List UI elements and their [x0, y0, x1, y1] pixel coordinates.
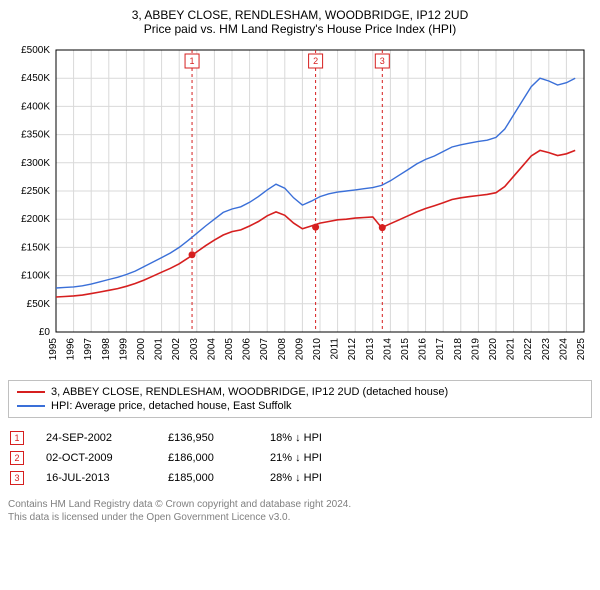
svg-text:3: 3 [380, 56, 385, 66]
sale-diff: 21% ↓ HPI [270, 452, 360, 464]
svg-text:2: 2 [313, 56, 318, 66]
svg-text:2014: 2014 [382, 338, 393, 361]
sale-date: 02-OCT-2009 [46, 452, 146, 464]
svg-text:2011: 2011 [330, 338, 341, 360]
svg-text:1999: 1999 [118, 338, 129, 361]
chart-svg: £0 £50K £100K £150K £200K £250K £300K £350K £400… [8, 42, 592, 372]
sale-date: 16-JUL-2013 [46, 472, 146, 484]
svg-text:2013: 2013 [365, 338, 376, 361]
sale-marker: 3 [10, 471, 24, 485]
svg-text:£200K: £200K [21, 214, 50, 225]
svg-text:1: 1 [190, 56, 195, 66]
svg-text:2001: 2001 [154, 338, 165, 361]
footer-line-2: This data is licensed under the Open Gov… [8, 511, 592, 524]
svg-text:£0: £0 [39, 327, 51, 338]
svg-text:£400K: £400K [21, 101, 50, 112]
sale-diff: 28% ↓ HPI [270, 472, 360, 484]
legend-row: HPI: Average price, detached house, East… [17, 399, 583, 413]
svg-text:£350K: £350K [21, 130, 50, 141]
sale-diff: 18% ↓ HPI [270, 432, 360, 444]
svg-text:2004: 2004 [206, 338, 217, 361]
svg-text:2000: 2000 [136, 338, 147, 361]
footer: Contains HM Land Registry data © Crown c… [8, 498, 592, 524]
svg-text:2025: 2025 [576, 338, 587, 361]
svg-text:2020: 2020 [488, 338, 499, 361]
svg-text:1998: 1998 [101, 338, 112, 361]
legend-swatch [17, 391, 45, 393]
sale-date: 24-SEP-2002 [46, 432, 146, 444]
sale-row: 1 24-SEP-2002 £136,950 18% ↓ HPI [8, 428, 592, 448]
svg-text:1996: 1996 [66, 338, 77, 361]
svg-text:2023: 2023 [541, 338, 552, 361]
svg-text:£500K: £500K [21, 45, 50, 56]
svg-text:2006: 2006 [242, 338, 253, 361]
legend-label: 3, ABBEY CLOSE, RENDLESHAM, WOODBRIDGE, … [51, 386, 448, 398]
svg-text:2007: 2007 [259, 338, 270, 361]
svg-text:£450K: £450K [21, 73, 50, 84]
sale-price: £185,000 [168, 472, 248, 484]
svg-text:£150K: £150K [21, 242, 50, 253]
title-line-2: Price paid vs. HM Land Registry's House … [8, 22, 592, 36]
svg-text:£100K: £100K [21, 271, 50, 282]
legend-swatch [17, 405, 45, 407]
legend: 3, ABBEY CLOSE, RENDLESHAM, WOODBRIDGE, … [8, 380, 592, 418]
svg-text:2016: 2016 [418, 338, 429, 361]
svg-text:1997: 1997 [83, 338, 94, 361]
svg-text:£300K: £300K [21, 158, 50, 169]
svg-text:£250K: £250K [21, 186, 50, 197]
sale-row: 2 02-OCT-2009 £186,000 21% ↓ HPI [8, 448, 592, 468]
title-line-1: 3, ABBEY CLOSE, RENDLESHAM, WOODBRIDGE, … [8, 8, 592, 22]
price-chart: £0 £50K £100K £150K £200K £250K £300K £350K £400… [8, 42, 592, 372]
svg-text:2024: 2024 [558, 338, 569, 361]
svg-text:2017: 2017 [435, 338, 446, 361]
svg-text:£50K: £50K [27, 299, 51, 310]
svg-text:2008: 2008 [277, 338, 288, 361]
svg-text:2019: 2019 [470, 338, 481, 361]
svg-text:2002: 2002 [171, 338, 182, 361]
sale-marker: 2 [10, 451, 24, 465]
sales-table: 1 24-SEP-2002 £136,950 18% ↓ HPI 2 02-OCT-200… [8, 428, 592, 488]
footer-line-1: Contains HM Land Registry data © Crown c… [8, 498, 592, 511]
sale-price: £136,950 [168, 432, 248, 444]
svg-text:1995: 1995 [48, 338, 59, 361]
legend-label: HPI: Average price, detached house, East… [51, 400, 292, 412]
svg-text:2021: 2021 [506, 338, 517, 361]
sale-price: £186,000 [168, 452, 248, 464]
svg-text:2009: 2009 [294, 338, 305, 361]
svg-text:2003: 2003 [189, 338, 200, 361]
svg-text:2005: 2005 [224, 338, 235, 361]
sale-row: 3 16-JUL-2013 £185,000 28% ↓ HPI [8, 468, 592, 488]
sale-marker: 1 [10, 431, 24, 445]
svg-text:2012: 2012 [347, 338, 358, 361]
svg-text:2010: 2010 [312, 338, 323, 361]
legend-row: 3, ABBEY CLOSE, RENDLESHAM, WOODBRIDGE, … [17, 385, 583, 399]
svg-text:2015: 2015 [400, 338, 411, 361]
svg-text:2018: 2018 [453, 338, 464, 361]
svg-text:2022: 2022 [523, 338, 534, 361]
